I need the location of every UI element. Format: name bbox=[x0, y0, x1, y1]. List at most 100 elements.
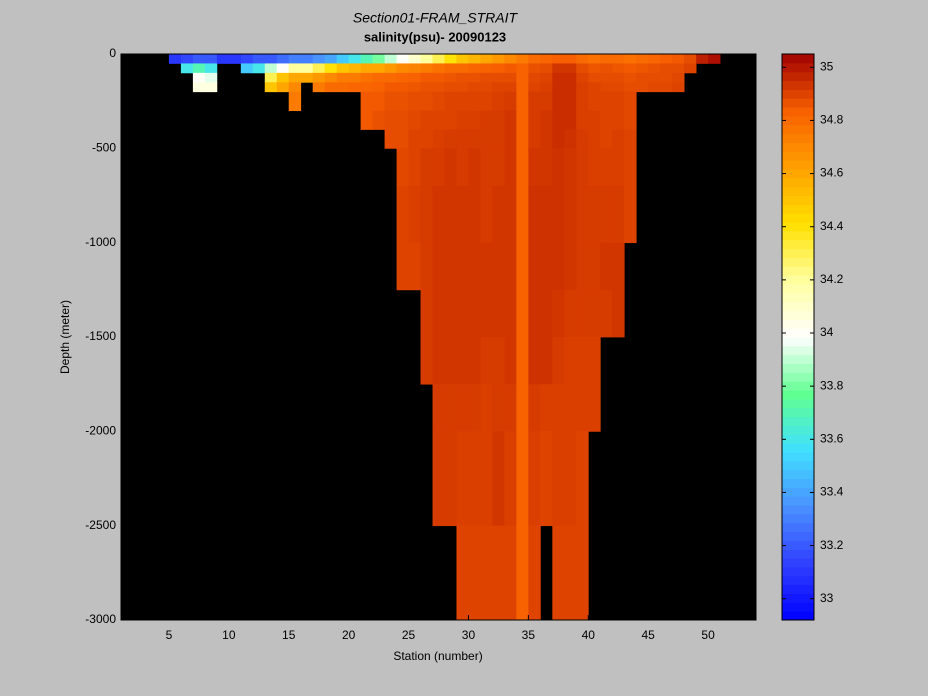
heatmap-cell bbox=[360, 63, 374, 74]
heatmap-cell bbox=[504, 242, 517, 291]
heatmap-cell bbox=[576, 72, 589, 83]
heatmap-cell bbox=[600, 91, 613, 111]
heatmap-cell bbox=[564, 72, 577, 83]
heatmap-cell bbox=[456, 54, 469, 64]
heatmap-cell bbox=[504, 525, 517, 621]
y-tick-label: -1000 bbox=[85, 235, 116, 249]
heatmap-cell bbox=[372, 54, 385, 64]
heatmap-cell bbox=[600, 110, 613, 130]
heatmap-cell bbox=[516, 384, 529, 432]
colorbar-swatch bbox=[782, 372, 814, 382]
heatmap-cell bbox=[600, 54, 613, 64]
heatmap-cell bbox=[384, 72, 397, 83]
heatmap-cell bbox=[252, 63, 266, 74]
heatmap-cell bbox=[324, 72, 338, 83]
heatmap-cell bbox=[504, 54, 517, 64]
heatmap-cell bbox=[564, 186, 577, 244]
heatmap-cell bbox=[552, 186, 565, 244]
heatmap-cell bbox=[588, 289, 601, 338]
heatmap-cell bbox=[660, 63, 673, 74]
heatmap-cell bbox=[528, 148, 541, 187]
heatmap-cell bbox=[444, 431, 457, 527]
heatmap-cell bbox=[624, 186, 637, 244]
colorbar-swatch bbox=[782, 549, 814, 559]
colorbar-swatch bbox=[782, 115, 814, 126]
heatmap-cell bbox=[432, 91, 445, 111]
heatmap-cell bbox=[588, 242, 601, 291]
x-tick-label: 5 bbox=[166, 628, 173, 642]
heatmap-cell bbox=[432, 186, 445, 244]
colorbar-swatch bbox=[782, 177, 814, 188]
colorbar-tick-label: 34.8 bbox=[820, 113, 844, 127]
heatmap-cell bbox=[660, 54, 673, 64]
colorbar-swatch bbox=[782, 434, 814, 444]
heatmap-cell bbox=[336, 54, 350, 64]
heatmap-cell bbox=[540, 186, 553, 244]
heatmap-cell bbox=[444, 54, 457, 64]
heatmap-cell bbox=[396, 148, 409, 187]
heatmap-cell bbox=[600, 289, 613, 338]
heatmap-cell bbox=[636, 72, 649, 83]
heatmap-cell bbox=[492, 148, 505, 187]
heatmap-cell bbox=[204, 82, 218, 93]
colorbar-swatch bbox=[782, 257, 814, 267]
heatmap-cell bbox=[204, 54, 218, 64]
x-axis-label: Station (number) bbox=[393, 649, 482, 663]
colorbar-tick-label: 33 bbox=[820, 591, 834, 605]
heatmap-cell bbox=[588, 63, 601, 74]
heatmap-cell bbox=[528, 72, 541, 83]
heatmap-cell bbox=[468, 129, 481, 149]
heatmap-cell bbox=[516, 148, 529, 187]
heatmap-cell bbox=[468, 525, 481, 621]
heatmap-cell bbox=[528, 289, 541, 338]
heatmap-cell bbox=[684, 54, 697, 64]
colorbar-swatch bbox=[782, 584, 814, 594]
heatmap-cell bbox=[276, 54, 290, 64]
heatmap-cell bbox=[552, 242, 565, 291]
heatmap-cell bbox=[492, 129, 505, 149]
heatmap-cell bbox=[180, 54, 194, 64]
heatmap-cell bbox=[540, 148, 553, 187]
colorbar-swatch bbox=[782, 319, 814, 329]
colorbar-swatch bbox=[782, 204, 814, 214]
chart-title: Section01-FRAM_STRAIT bbox=[353, 10, 519, 26]
heatmap-cell bbox=[612, 63, 625, 74]
heatmap-cell bbox=[708, 54, 721, 64]
heatmap-cell bbox=[552, 384, 565, 432]
heatmap-cell bbox=[480, 148, 493, 187]
heatmap-cell bbox=[468, 54, 481, 64]
colorbar-swatch bbox=[782, 478, 814, 488]
heatmap-cell bbox=[420, 63, 433, 74]
y-tick-label: -2000 bbox=[85, 424, 116, 438]
x-tick-label: 25 bbox=[402, 628, 416, 642]
heatmap-cell bbox=[444, 289, 457, 338]
heatmap-cell bbox=[432, 110, 445, 130]
heatmap-cell bbox=[456, 63, 469, 74]
heatmap-cell bbox=[648, 63, 661, 74]
heatmap-cell bbox=[312, 82, 326, 93]
heatmap-cell bbox=[408, 242, 421, 291]
heatmap-cell bbox=[660, 72, 673, 83]
heatmap-cell bbox=[504, 148, 517, 187]
heatmap-cell bbox=[552, 148, 565, 187]
colorbar-tick-label: 34.2 bbox=[820, 272, 844, 286]
heatmap-cell bbox=[456, 110, 469, 130]
heatmap-cell bbox=[492, 289, 505, 338]
colorbar-swatch bbox=[782, 248, 814, 258]
heatmap-cell bbox=[624, 54, 637, 64]
heatmap-cell bbox=[600, 186, 613, 244]
x-tick-label: 30 bbox=[462, 628, 476, 642]
heatmap-cell bbox=[492, 82, 505, 93]
heatmap-cell bbox=[408, 148, 421, 187]
heatmap-cell bbox=[444, 129, 457, 149]
heatmap-cell bbox=[672, 54, 685, 64]
heatmap-cell bbox=[540, 384, 553, 432]
heatmap-cell bbox=[324, 54, 338, 64]
colorbar-swatch bbox=[782, 239, 814, 250]
heatmap-cell bbox=[516, 91, 529, 111]
heatmap-cell bbox=[468, 91, 481, 111]
heatmap-cell bbox=[612, 72, 625, 83]
y-tick-label: -2500 bbox=[85, 518, 116, 532]
heatmap-cell bbox=[396, 63, 409, 74]
